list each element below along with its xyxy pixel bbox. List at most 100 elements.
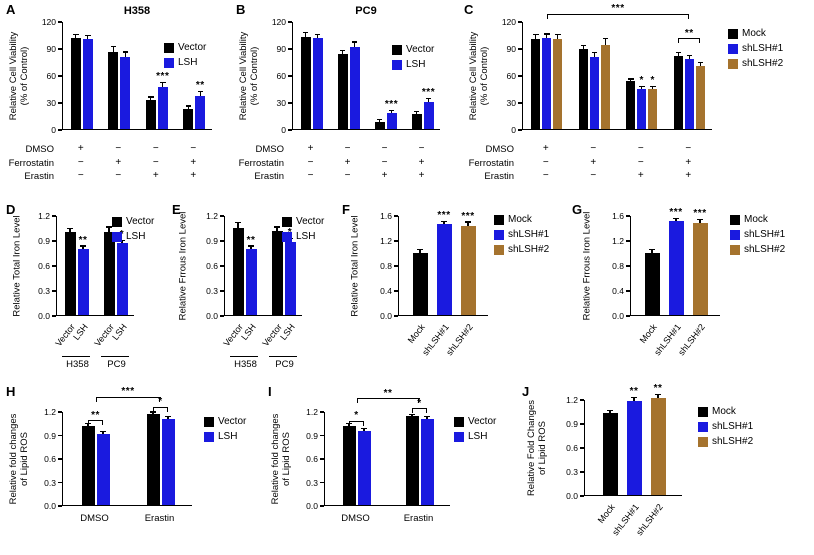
y-tick-label: 60 — [276, 71, 286, 81]
legend-label: LSH — [218, 431, 238, 442]
panel-letter: A — [6, 2, 16, 17]
y-tick-label: 0 — [281, 125, 286, 135]
y-tick-mark — [288, 129, 292, 131]
treatment-symbol: − — [190, 143, 197, 154]
legend-item: Mock — [728, 28, 783, 39]
y-tick-mark — [52, 265, 56, 267]
treatment-symbol: − — [115, 170, 122, 181]
group-line — [100, 356, 129, 358]
bar-shlsh2 — [553, 39, 563, 129]
y-tick-label: 0.6 — [206, 261, 218, 271]
treatment-symbol: − — [590, 143, 597, 154]
bar-shlsh1 — [637, 88, 647, 129]
treatment-symbol: − — [542, 156, 549, 168]
y-tick-mark — [518, 21, 522, 23]
treatment-symbol: − — [152, 143, 159, 154]
legend-swatch — [728, 43, 738, 54]
y-tick-label: 30 — [276, 98, 286, 108]
bar-mock — [531, 39, 541, 129]
error-bar-stem — [353, 42, 356, 48]
y-tick-label: 0.8 — [612, 261, 624, 271]
legend-label: LSH — [178, 57, 198, 68]
error-bar-stem — [651, 250, 653, 253]
legend-label: shLSH#2 — [742, 58, 784, 69]
treatment-symbol: + — [190, 170, 197, 181]
y-tick-label: 1.6 — [612, 211, 624, 221]
y-tick-mark — [580, 471, 584, 473]
error-bar-stem — [609, 411, 611, 413]
plot-area: **** — [324, 388, 450, 506]
error-bar-stem — [87, 424, 89, 426]
treatment-symbol: + — [190, 156, 197, 168]
legend: Mock shLSH#1 shLSH#2 — [494, 214, 549, 259]
error-bar-stem — [152, 412, 154, 415]
treatment-symbol: − — [685, 143, 692, 154]
legend-label: Vector — [178, 42, 207, 53]
y-tick-label: 0.0 — [612, 311, 624, 321]
bar-vector — [300, 37, 311, 129]
bracket-end-tick — [349, 421, 351, 426]
y-tick-label: 90 — [276, 44, 286, 54]
treatment-symbol: − — [307, 156, 314, 168]
error-bar-cap — [274, 226, 280, 228]
legend-label: Vector — [218, 416, 247, 427]
error-bar-cap — [602, 37, 608, 39]
error-bar-stem — [316, 35, 319, 39]
y-tick-mark — [626, 315, 630, 317]
legend-swatch — [730, 244, 740, 255]
legend-item: shLSH#1 — [494, 229, 549, 240]
y-tick-label: 1.2 — [44, 407, 56, 417]
y-tick-mark — [580, 495, 584, 497]
bar-mock — [626, 81, 636, 129]
error-bar-stem — [276, 227, 278, 231]
plot-area: *** ** — [62, 22, 212, 130]
y-tick-label: 0.8 — [380, 261, 392, 271]
y-tick-mark — [220, 290, 224, 292]
error-bar-stem — [677, 53, 679, 57]
y-tick-mark — [394, 265, 398, 267]
bracket-end-tick — [95, 397, 97, 402]
error-bar-cap — [591, 52, 597, 54]
error-bar-stem — [112, 47, 114, 52]
plot-area: *** *** — [630, 207, 720, 316]
bar-lsh — [312, 38, 323, 129]
error-bar-cap — [631, 397, 637, 399]
legend-swatch — [698, 421, 708, 432]
legend-label: shLSH#1 — [742, 43, 784, 54]
treatment-symbol: − — [381, 143, 388, 154]
y-tick-label: 60 — [46, 71, 56, 81]
plot-area: *** *** — [292, 22, 440, 130]
error-bar-stem — [121, 240, 123, 244]
bar-lsh — [77, 249, 89, 315]
y-tick-mark — [626, 240, 630, 242]
y-tick-mark — [58, 434, 62, 437]
y-tick-label: 0.6 — [38, 261, 50, 271]
y-axis-label-line: Relative Frrous Iron Level — [581, 211, 593, 321]
error-bar-cap — [555, 34, 561, 36]
legend-swatch — [730, 229, 740, 240]
y-tick-label: 1.6 — [380, 211, 392, 221]
error-bar-stem — [187, 106, 189, 110]
panel-i: I Relative fold changes of Lipid ROS * * ** 0.… — [268, 384, 520, 536]
significance-bracket — [153, 406, 168, 408]
legend-swatch — [282, 216, 292, 227]
legend-label: LSH — [126, 231, 146, 242]
panel-letter: F — [342, 202, 350, 217]
legend: Vector LSH — [454, 416, 496, 446]
y-axis-label: Relative Frrous Iron Level — [581, 211, 594, 321]
y-tick-mark — [58, 75, 62, 77]
error-bar-stem — [604, 39, 606, 46]
plot-area: * * *** ** — [522, 3, 712, 130]
significance-stars: *** — [461, 210, 475, 222]
legend-label: Mock — [712, 406, 736, 417]
treatment-symbol: + — [685, 170, 692, 181]
treatment-symbol: − — [637, 143, 644, 154]
error-bar-cap — [686, 54, 692, 57]
error-bar-cap — [650, 85, 656, 87]
bar-lsh — [357, 430, 371, 505]
legend-item: LSH — [392, 59, 434, 70]
significance-stars: ** — [629, 386, 639, 398]
treatment-symbol: + — [77, 143, 84, 154]
error-bar-cap — [235, 222, 241, 224]
legend-item: Mock — [698, 406, 753, 417]
